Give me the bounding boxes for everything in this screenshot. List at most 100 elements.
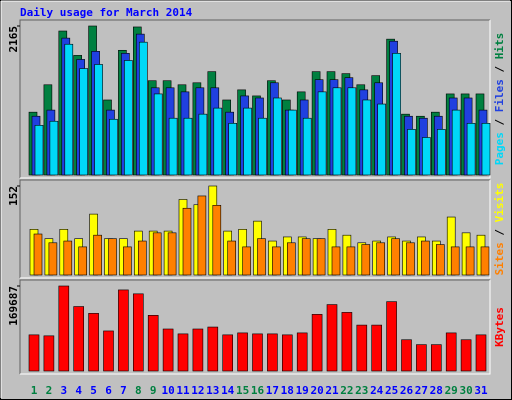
bar bbox=[88, 313, 99, 372]
bar bbox=[450, 246, 460, 276]
bar bbox=[222, 334, 233, 372]
bar bbox=[407, 129, 416, 176]
bar bbox=[79, 68, 88, 176]
bar bbox=[207, 326, 219, 372]
bar bbox=[267, 333, 278, 372]
x-tick-label: 12 bbox=[191, 384, 204, 397]
bar bbox=[252, 333, 263, 372]
bar bbox=[316, 238, 326, 276]
bar bbox=[272, 246, 281, 276]
bar bbox=[371, 324, 383, 372]
bar bbox=[123, 246, 132, 276]
legend-separator: / bbox=[493, 222, 506, 242]
bar bbox=[168, 117, 178, 176]
legend-entry: Pages bbox=[493, 132, 506, 165]
bar bbox=[258, 117, 267, 176]
x-tick-label: 31 bbox=[474, 384, 488, 397]
plot-border bbox=[19, 179, 490, 278]
bar bbox=[118, 289, 129, 372]
y-tick-label: 2165 bbox=[7, 26, 20, 53]
x-tick-label: 24 bbox=[370, 384, 384, 397]
bar bbox=[213, 107, 223, 176]
bar bbox=[192, 328, 204, 372]
bar bbox=[73, 306, 84, 372]
bar bbox=[152, 232, 162, 276]
bar bbox=[28, 334, 40, 372]
x-tick-label: 20 bbox=[310, 384, 323, 397]
bar bbox=[480, 246, 490, 276]
bar bbox=[93, 234, 102, 276]
plot-border bbox=[19, 19, 490, 178]
x-tick-label: 25 bbox=[385, 384, 398, 397]
bar bbox=[341, 312, 353, 372]
bar bbox=[445, 332, 457, 372]
x-tick-label: 23 bbox=[355, 384, 368, 397]
x-tick-label: 1 bbox=[31, 384, 38, 397]
bar bbox=[401, 339, 412, 372]
bar bbox=[465, 246, 475, 276]
x-tick-label: 17 bbox=[266, 384, 279, 397]
bar bbox=[167, 232, 177, 276]
legend-separator: / bbox=[493, 112, 506, 132]
bar bbox=[242, 246, 251, 276]
bar bbox=[332, 87, 342, 176]
x-tick-label: 3 bbox=[60, 384, 67, 397]
bar bbox=[33, 233, 43, 276]
x-tick-label: 30 bbox=[459, 384, 472, 397]
x-tick-label: 14 bbox=[221, 384, 235, 397]
x-tick-label: 11 bbox=[176, 384, 190, 397]
bar bbox=[376, 242, 386, 276]
bar bbox=[133, 293, 144, 372]
x-tick-label: 19 bbox=[296, 384, 309, 397]
bar bbox=[435, 244, 445, 276]
bar bbox=[138, 240, 147, 276]
x-tick-label: 16 bbox=[251, 384, 265, 397]
y-tick-label: 169687 bbox=[7, 286, 20, 326]
x-tick-label: 5 bbox=[90, 384, 97, 397]
legend-separator: / bbox=[493, 59, 506, 79]
bar bbox=[421, 240, 430, 276]
bar bbox=[377, 103, 387, 176]
x-tick-label: 7 bbox=[120, 384, 127, 397]
chart-title: Daily usage for March 2014 bbox=[20, 6, 193, 19]
legend: KBytes bbox=[493, 307, 506, 347]
bar bbox=[460, 339, 472, 372]
x-tick-label: 22 bbox=[340, 384, 353, 397]
bar bbox=[228, 123, 237, 176]
x-tick-label: 4 bbox=[75, 384, 82, 397]
x-tick-label: 21 bbox=[325, 384, 339, 397]
bar bbox=[94, 64, 103, 176]
bar bbox=[177, 333, 189, 372]
bar bbox=[475, 334, 487, 372]
x-tick-label: 18 bbox=[281, 384, 294, 397]
bar bbox=[63, 240, 73, 276]
bar bbox=[356, 324, 368, 372]
bar bbox=[183, 117, 193, 176]
legend: Sites / Visits bbox=[493, 183, 506, 276]
x-tick-label: 6 bbox=[105, 384, 112, 397]
bar bbox=[392, 53, 401, 176]
bar bbox=[124, 60, 133, 176]
bar bbox=[58, 285, 70, 372]
bar bbox=[302, 117, 312, 176]
bar bbox=[286, 242, 296, 276]
bar bbox=[347, 87, 357, 176]
bar bbox=[361, 244, 371, 276]
x-tick-label: 9 bbox=[150, 384, 157, 397]
plot-border bbox=[20, 180, 491, 279]
bar bbox=[451, 109, 461, 176]
bar bbox=[436, 129, 446, 176]
bar bbox=[287, 109, 297, 176]
x-tick-label: 29 bbox=[445, 384, 458, 397]
bar bbox=[296, 332, 308, 372]
bar bbox=[139, 41, 148, 176]
bar bbox=[212, 205, 222, 276]
legend-entry: Visits bbox=[493, 183, 506, 223]
bar bbox=[317, 91, 327, 176]
bar bbox=[43, 335, 55, 372]
bar bbox=[273, 97, 282, 176]
bar bbox=[243, 107, 252, 176]
x-tick-label: 13 bbox=[206, 384, 219, 397]
bar bbox=[182, 207, 192, 276]
